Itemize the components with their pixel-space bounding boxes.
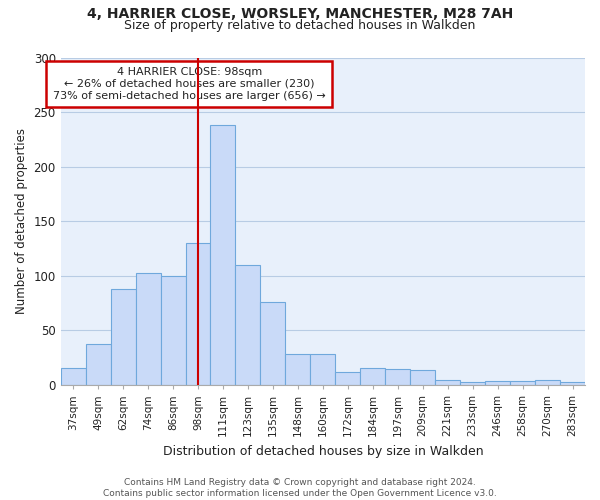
Text: Contains HM Land Registry data © Crown copyright and database right 2024.
Contai: Contains HM Land Registry data © Crown c… xyxy=(103,478,497,498)
Bar xyxy=(310,354,335,385)
Text: 4 HARRIER CLOSE: 98sqm
← 26% of detached houses are smaller (230)
73% of semi-de: 4 HARRIER CLOSE: 98sqm ← 26% of detached… xyxy=(53,68,326,100)
Bar xyxy=(161,276,185,385)
Bar xyxy=(410,370,435,385)
Bar xyxy=(510,380,535,385)
Bar xyxy=(260,302,286,385)
Bar xyxy=(136,272,161,385)
Bar xyxy=(110,289,136,385)
X-axis label: Distribution of detached houses by size in Walkden: Distribution of detached houses by size … xyxy=(163,444,483,458)
Bar xyxy=(485,380,510,385)
Bar xyxy=(460,382,485,385)
Bar xyxy=(185,243,211,385)
Bar xyxy=(535,380,560,385)
Y-axis label: Number of detached properties: Number of detached properties xyxy=(15,128,28,314)
Bar xyxy=(360,368,385,385)
Bar xyxy=(61,368,86,385)
Bar xyxy=(211,125,235,385)
Bar xyxy=(385,368,410,385)
Text: 4, HARRIER CLOSE, WORSLEY, MANCHESTER, M28 7AH: 4, HARRIER CLOSE, WORSLEY, MANCHESTER, M… xyxy=(87,8,513,22)
Bar xyxy=(335,372,360,385)
Bar xyxy=(86,344,110,385)
Bar xyxy=(560,382,585,385)
Text: Size of property relative to detached houses in Walkden: Size of property relative to detached ho… xyxy=(124,18,476,32)
Bar xyxy=(435,380,460,385)
Bar xyxy=(235,265,260,385)
Bar xyxy=(286,354,310,385)
